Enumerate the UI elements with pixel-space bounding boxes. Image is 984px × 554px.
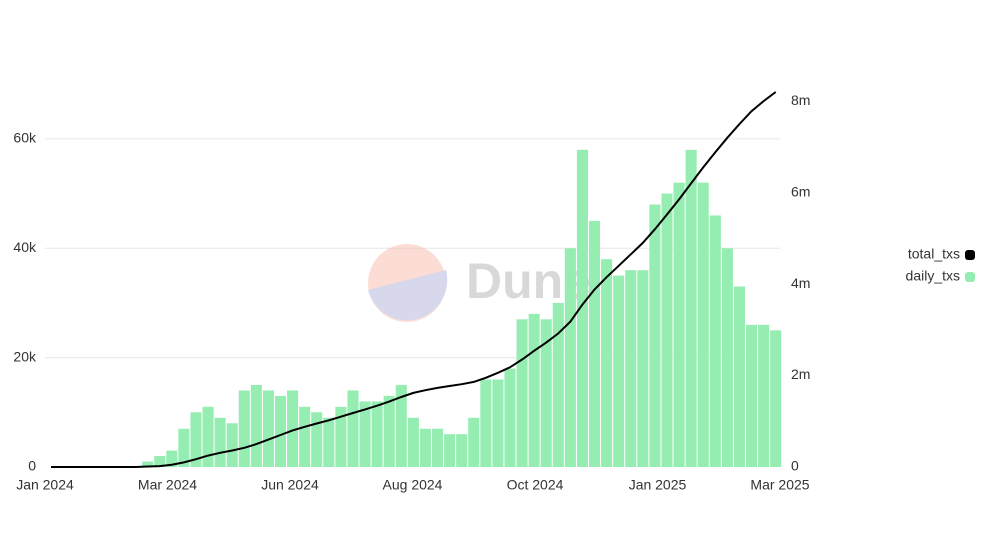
y-tick-label: 60k <box>13 130 37 146</box>
x-tick-label: Jan 2025 <box>629 477 687 493</box>
bar <box>419 428 431 467</box>
bar <box>250 384 262 467</box>
y2-tick-label: 2m <box>791 366 810 382</box>
x-tick-label: Jan 2024 <box>16 477 74 493</box>
bar <box>323 417 335 467</box>
bar <box>540 319 552 467</box>
bar <box>383 395 395 467</box>
x-tick-label: Jun 2024 <box>261 477 319 493</box>
x-tick-label: Mar 2024 <box>138 477 197 493</box>
y-tick-label: 0 <box>28 458 36 474</box>
bar <box>299 406 311 467</box>
bar <box>444 434 456 467</box>
y-tick-label: 40k <box>13 239 37 255</box>
x-tick-label: Aug 2024 <box>383 477 443 493</box>
bar <box>709 215 721 467</box>
bar <box>516 319 528 467</box>
x-tick-label: Mar 2025 <box>750 477 809 493</box>
bar <box>673 182 685 467</box>
bar <box>154 456 166 467</box>
bar <box>588 220 601 467</box>
bar <box>262 390 274 467</box>
bar <box>468 417 480 467</box>
bar <box>311 412 323 467</box>
bar <box>347 390 359 467</box>
bar <box>395 384 407 467</box>
bar <box>721 248 733 467</box>
bar <box>552 302 564 467</box>
bar <box>431 428 444 467</box>
bar <box>359 401 371 467</box>
bar <box>528 313 540 467</box>
y2-tick-label: 0 <box>791 458 799 474</box>
bar <box>613 275 625 467</box>
legend-label: total_txs <box>908 246 960 262</box>
bar <box>407 417 419 467</box>
y-tick-label: 20k <box>13 348 37 364</box>
y2-tick-label: 4m <box>791 275 810 291</box>
bar <box>685 149 697 467</box>
bar <box>637 270 649 467</box>
bar <box>745 324 758 467</box>
bar <box>142 461 154 467</box>
bar <box>576 149 588 467</box>
legend-swatch <box>965 272 975 282</box>
bar <box>661 193 673 467</box>
y2-tick-label: 8m <box>791 92 810 108</box>
bar <box>649 204 661 467</box>
legend-label: daily_txs <box>906 268 960 284</box>
bar <box>226 423 238 467</box>
y2-tick-label: 6m <box>791 183 810 199</box>
bar <box>504 368 516 467</box>
bar <box>733 286 745 467</box>
line <box>51 91 777 468</box>
bar <box>697 182 709 467</box>
bar <box>456 434 468 467</box>
watermark-logo <box>368 244 446 322</box>
bar <box>601 259 613 467</box>
bar <box>371 401 383 467</box>
bar <box>274 395 287 467</box>
x-tick-label: Oct 2024 <box>507 477 564 493</box>
bar <box>335 406 347 467</box>
bar <box>480 379 492 467</box>
bar <box>214 417 226 467</box>
bar <box>625 270 637 467</box>
bar <box>492 379 504 467</box>
legend-swatch <box>965 250 975 260</box>
bar <box>202 406 214 467</box>
bar <box>166 450 178 467</box>
bar <box>190 412 202 467</box>
bar <box>758 324 770 467</box>
bar <box>564 248 576 467</box>
watermark-logo-part <box>368 270 448 321</box>
bar <box>238 390 250 467</box>
bar <box>287 390 299 467</box>
bar <box>178 428 190 467</box>
bar <box>770 330 782 467</box>
